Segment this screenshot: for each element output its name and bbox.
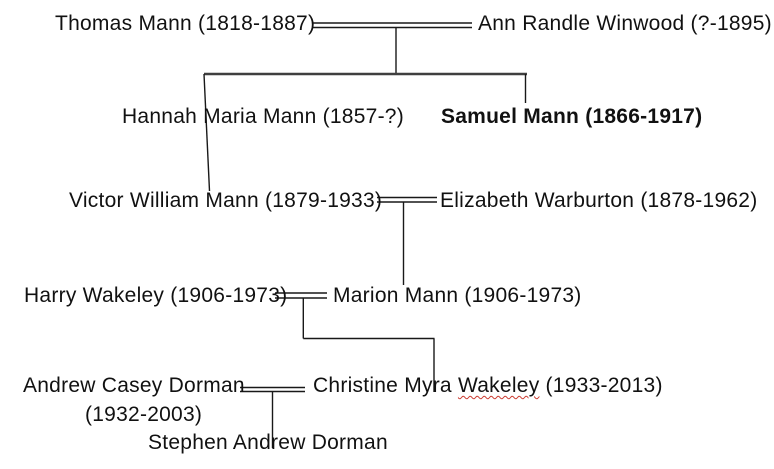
person-victor-william-mann: Victor William Mann (1879-1933) bbox=[69, 189, 383, 212]
person-marion-mann: Marion Mann (1906-1973) bbox=[333, 284, 582, 307]
person-andrew-casey-dorman-dates: (1932-2003) bbox=[85, 403, 203, 426]
person-stephen-andrew-dorman: Stephen Andrew Dorman bbox=[148, 431, 388, 454]
person-samuel-mann: Samuel Mann (1866-1917) bbox=[441, 105, 703, 128]
person-andrew-casey-dorman-name: Andrew Casey Dorman bbox=[23, 374, 245, 397]
christine-misspelled-word: Wakeley bbox=[457, 374, 540, 397]
person-christine-myra-wakeley: Christine Myra Wakeley (1933-2013) bbox=[313, 375, 663, 396]
christine-label-pre: Christine Myra bbox=[313, 374, 458, 397]
person-ann-randle-winwood: Ann Randle Winwood (?-1895) bbox=[478, 12, 772, 35]
person-harry-wakeley: Harry Wakeley (1906-1973) bbox=[24, 284, 288, 307]
connector-bar-to-hannah-to-victor bbox=[203, 73, 211, 192]
christine-label-post: (1933-2013) bbox=[539, 374, 663, 397]
person-hannah-maria-mann: Hannah Maria Mann (1857-?) bbox=[122, 105, 404, 128]
person-thomas-mann: Thomas Mann (1818-1887) bbox=[55, 12, 316, 35]
person-elizabeth-warburton: Elizabeth Warburton (1878-1962) bbox=[440, 189, 758, 212]
